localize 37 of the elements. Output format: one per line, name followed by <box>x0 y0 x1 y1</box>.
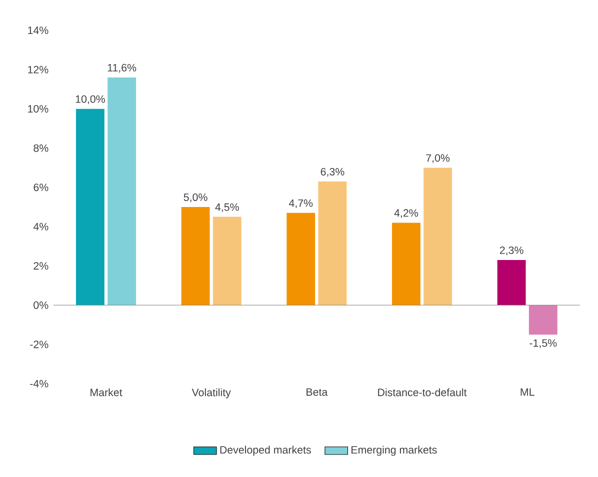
x-tick-label: Distance-to-default <box>378 388 467 396</box>
legend-label: Developed markets <box>220 446 311 456</box>
data-label: 2,3% <box>500 246 524 256</box>
bar <box>497 260 526 306</box>
data-label: 5,0% <box>184 193 208 202</box>
y-tick-label: 0% <box>34 301 48 309</box>
data-label: 10,0% <box>76 95 105 104</box>
y-tick-label: 2% <box>34 262 48 270</box>
x-tick-label: Volatility <box>192 388 231 398</box>
data-label: 6,3% <box>320 168 344 177</box>
x-tick-label: Beta <box>306 388 328 396</box>
y-tick-label: -4% <box>30 380 48 388</box>
data-label: 4,5% <box>215 203 239 212</box>
data-label: 4,2% <box>394 209 418 218</box>
data-label: 4,7% <box>288 199 313 208</box>
y-tick-label: 8% <box>34 144 48 152</box>
bar <box>76 108 104 306</box>
legend-label: Emerging markets <box>352 446 437 456</box>
bar <box>318 181 347 306</box>
bar <box>424 168 452 306</box>
data-label: -1,5% <box>530 339 557 348</box>
y-tick-label: 4% <box>33 222 48 230</box>
data-label: 7,0% <box>426 154 450 164</box>
bar <box>528 305 558 335</box>
y-tick-label: 12% <box>28 66 48 74</box>
y-tick-label: -2% <box>30 340 48 348</box>
x-tick-label: ML <box>520 388 534 396</box>
bar <box>108 77 136 306</box>
y-tick-label: 14% <box>28 26 48 34</box>
x-tick-label: Market <box>90 388 122 396</box>
bar <box>181 207 210 306</box>
bar <box>212 216 242 306</box>
y-tick-label: 10% <box>28 105 48 113</box>
bar <box>286 212 316 306</box>
y-tick-label: 6% <box>34 184 48 192</box>
bar <box>392 222 420 306</box>
data-label: 11,6% <box>108 64 136 73</box>
